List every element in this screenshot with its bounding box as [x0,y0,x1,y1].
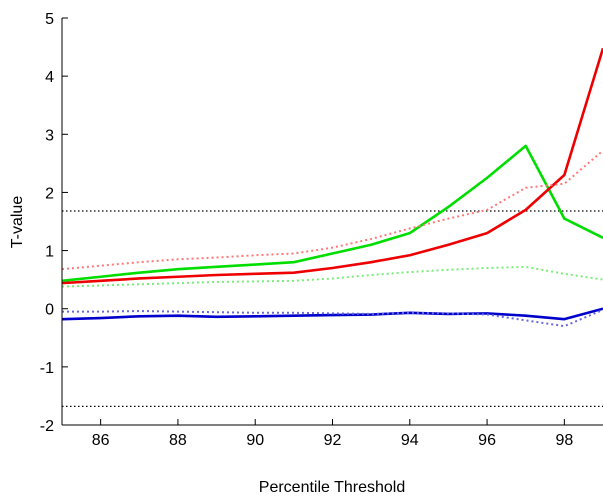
x-axis-label: Percentile Threshold [259,479,405,496]
x-tick-label: 92 [324,432,342,449]
x-tick-label: 88 [169,432,187,449]
x-ticks: 86 88 90 92 94 96 98 [92,419,573,449]
y-tick-label: 3 [45,127,54,144]
y-tick-label: 2 [45,185,54,202]
y-tick-label: 4 [45,69,54,86]
y-tick-label: -1 [40,360,54,377]
y-tick-label: 1 [45,244,54,261]
plot-area [62,47,603,407]
series-line-5 [62,265,603,288]
x-tick-label: 86 [92,432,110,449]
series-line-2 [62,47,603,285]
series-line-4 [62,149,603,271]
x-tick-label: 94 [401,432,419,449]
x-tick-label: 96 [478,432,496,449]
y-axis-label: T-value [9,196,26,249]
y-tick-label: 5 [45,11,54,28]
y-ticks: -2 -1 0 1 2 3 4 5 [40,11,68,435]
y-tick-label: 0 [45,302,54,319]
y-tick-label: -2 [40,418,54,435]
series-line-1 [62,144,603,283]
series-line-3 [62,307,603,321]
x-tick-label: 90 [246,432,264,449]
x-tick-label: 98 [555,432,573,449]
series-line-6 [62,308,603,328]
